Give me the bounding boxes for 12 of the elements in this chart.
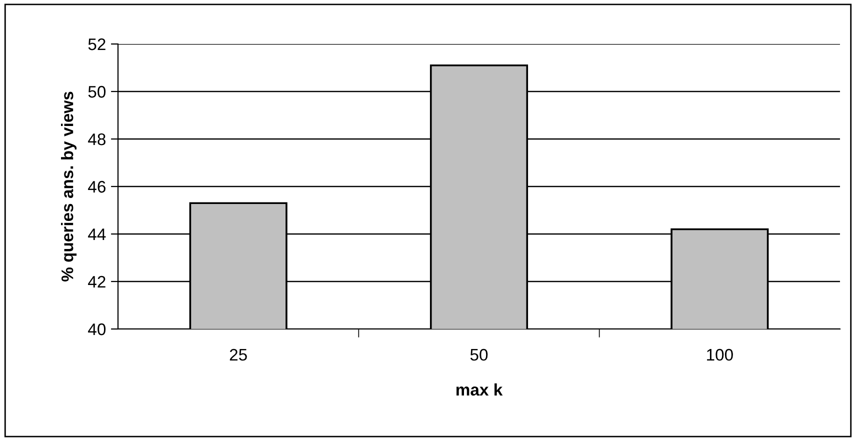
x-tick-label: 25	[230, 348, 247, 361]
x-tick-label: 100	[707, 348, 733, 361]
y-tick-label: 42	[88, 276, 106, 288]
y-tick-label: 40	[88, 323, 106, 336]
x-axis-title: max k	[456, 383, 503, 396]
y-tick-label: 46	[88, 180, 106, 193]
y-tick-label: 50	[88, 86, 106, 98]
x-tick-label: 50	[470, 348, 488, 361]
y-axis-title: % queries ans. by views	[61, 92, 77, 282]
y-tick-label: 52	[88, 38, 106, 50]
y-tick-label: 48	[88, 133, 106, 146]
y-tick-label: 44	[88, 228, 106, 240]
